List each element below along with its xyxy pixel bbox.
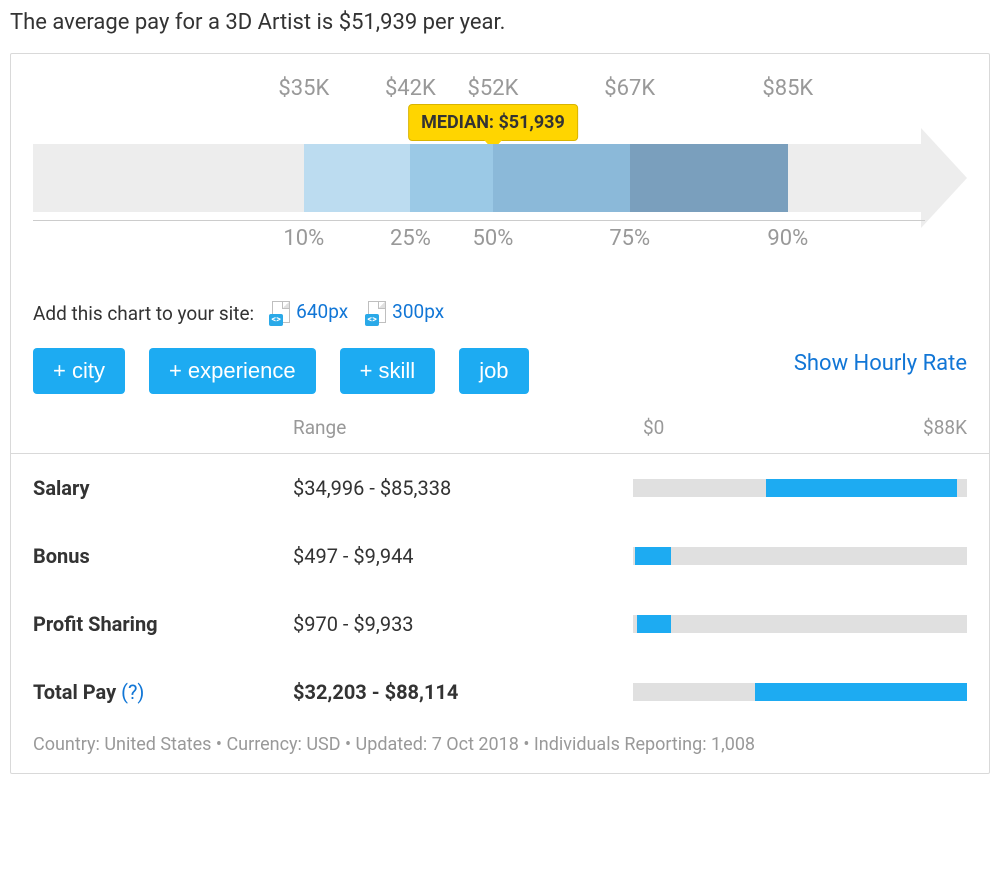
- percentile-value-label: $35K: [278, 76, 329, 101]
- percentile-percent-label: 75%: [609, 226, 650, 251]
- table-row: Salary$34,996 - $85,338: [33, 454, 967, 522]
- row-label: Bonus: [33, 544, 293, 568]
- embed-size-label: 640px: [296, 300, 348, 323]
- row-range: $32,203 - $88,114: [293, 680, 633, 704]
- bar-track: [633, 615, 967, 633]
- percentile-value-label: $85K: [762, 76, 813, 101]
- card-footer: Country: United States • Currency: USD •…: [33, 734, 967, 755]
- table-row: Bonus$497 - $9,944: [33, 522, 967, 590]
- bar-fill: [766, 479, 957, 497]
- bar-fill: [637, 615, 671, 633]
- scale-min-label: $0: [643, 416, 664, 439]
- scale-max-label: $88K: [923, 416, 967, 439]
- percentile-chart: $35K $42K $52K $67K $85K MEDIAN: $51,939 10%…: [33, 76, 967, 286]
- table-row: Profit Sharing$970 - $9,933: [33, 590, 967, 658]
- row-range: $497 - $9,944: [293, 544, 633, 568]
- row-bar: [633, 479, 967, 497]
- row-label: Profit Sharing: [33, 612, 293, 636]
- filter-row: + city + experience + skill job Show Hourly…: [33, 348, 967, 394]
- row-bar: [633, 547, 967, 565]
- table-rows: Salary$34,996 - $85,338Bonus$497 - $9,94…: [33, 454, 967, 726]
- embed-doc-icon: <>: [272, 301, 290, 323]
- embed-size-label: 300px: [392, 300, 444, 323]
- percentile-value-label: $52K: [468, 76, 519, 101]
- arrow-head-icon: [921, 128, 967, 228]
- row-label: Total Pay (?): [33, 680, 293, 704]
- filter-button[interactable]: + city: [33, 348, 125, 394]
- embed-doc-icon: <>: [368, 301, 386, 323]
- median-tooltip: MEDIAN: $51,939: [408, 104, 578, 141]
- percentile-value-label: $42K: [385, 76, 436, 101]
- embed-size-link[interactable]: <> 300px: [368, 300, 444, 323]
- embed-size-link[interactable]: <> 640px: [272, 300, 348, 323]
- row-range: $970 - $9,933: [293, 612, 633, 636]
- embed-row: Add this chart to your site: <> 640px <> 30…: [33, 300, 967, 328]
- percentile-segment: [630, 144, 788, 212]
- filter-button[interactable]: + experience: [149, 348, 316, 394]
- percentile-bottom-labels: 10% 25% 50% 75% 90%: [33, 226, 967, 258]
- bar-track: [633, 479, 967, 497]
- percentile-segment: [410, 144, 493, 212]
- salary-card: $35K $42K $52K $67K $85K MEDIAN: $51,939 10%…: [10, 53, 990, 774]
- table-row: Total Pay (?)$32,203 - $88,114: [33, 658, 967, 726]
- range-header: Range: [293, 416, 553, 439]
- percentile-percent-label: 10%: [283, 226, 324, 251]
- bar-fill: [635, 547, 671, 565]
- row-range: $34,996 - $85,338: [293, 476, 633, 500]
- bar-track: [633, 547, 967, 565]
- row-label: Salary: [33, 476, 293, 500]
- row-bar: [633, 683, 967, 701]
- percentile-percent-label: 25%: [390, 226, 431, 251]
- percentile-value-label: $67K: [604, 76, 655, 101]
- bar-track: [633, 683, 967, 701]
- bar-fill: [755, 683, 967, 701]
- help-icon[interactable]: (?): [116, 680, 144, 704]
- filter-button[interactable]: + skill: [340, 348, 436, 394]
- embed-prefix: Add this chart to your site:: [33, 302, 254, 325]
- table-header: Range $0 $88K: [11, 412, 989, 454]
- percentile-arrow: MEDIAN: $51,939: [33, 144, 967, 212]
- percentile-percent-label: 50%: [473, 226, 514, 251]
- percentile-percent-label: 90%: [767, 226, 808, 251]
- row-bar: [633, 615, 967, 633]
- percentile-baseline: [33, 220, 925, 221]
- show-hourly-link[interactable]: Show Hourly Rate: [794, 351, 967, 376]
- percentile-segment: [304, 144, 411, 212]
- page-heading: The average pay for a 3D Artist is $51,9…: [10, 10, 990, 35]
- filter-button[interactable]: job: [459, 348, 528, 394]
- percentile-segment: [493, 144, 630, 212]
